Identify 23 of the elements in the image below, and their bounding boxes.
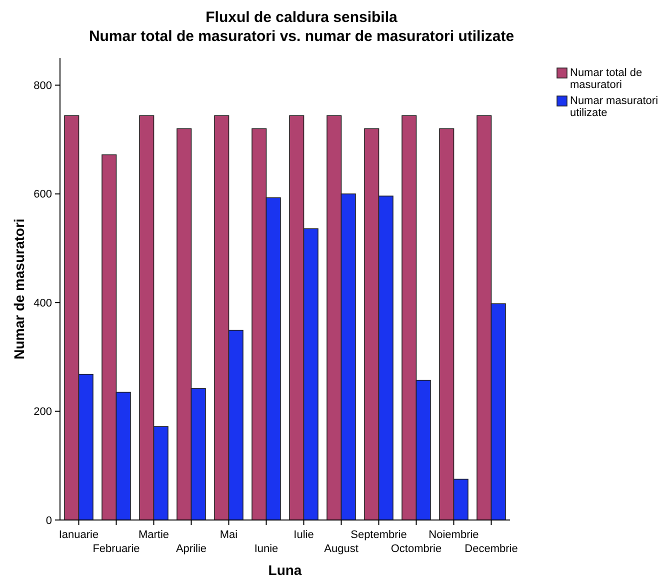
x-axis-title: Luna: [268, 562, 302, 578]
x-tick-label: Iunie: [254, 543, 278, 555]
y-tick-label: 800: [34, 80, 52, 92]
y-tick-label: 0: [46, 514, 52, 527]
y-axis-title: Numar de masuratori: [11, 218, 27, 360]
x-tick-label: August: [324, 543, 358, 555]
legend-label: Numar masuratori utilizate: [570, 95, 658, 119]
y-tick-label: 200: [34, 406, 52, 418]
x-tick-label: Februarie: [92, 543, 140, 555]
x-tick-label: Aprilie: [176, 543, 207, 555]
x-tick-label: Decembrie: [464, 543, 518, 555]
chart-title: Fluxul de caldura sensibila: [206, 9, 398, 26]
x-tick-label: Iulie: [294, 529, 314, 541]
x-tick-label: Martie: [138, 529, 170, 541]
y-tick-label: 600: [34, 188, 52, 201]
x-tick-label: Noiembrie: [428, 529, 479, 541]
x-tick-label: Ianuarie: [58, 529, 99, 541]
x-tick-label: Octombrie: [390, 543, 442, 555]
x-tick-label: Septembrie: [350, 529, 407, 541]
legend-label: Numar total de masuratori: [570, 67, 642, 91]
x-tick-label: Mai: [220, 529, 238, 541]
y-tick-label: 400: [34, 297, 52, 310]
chart-subtitle: Numar total de masuratori vs. numar de masuratori utilizate: [88, 28, 514, 45]
